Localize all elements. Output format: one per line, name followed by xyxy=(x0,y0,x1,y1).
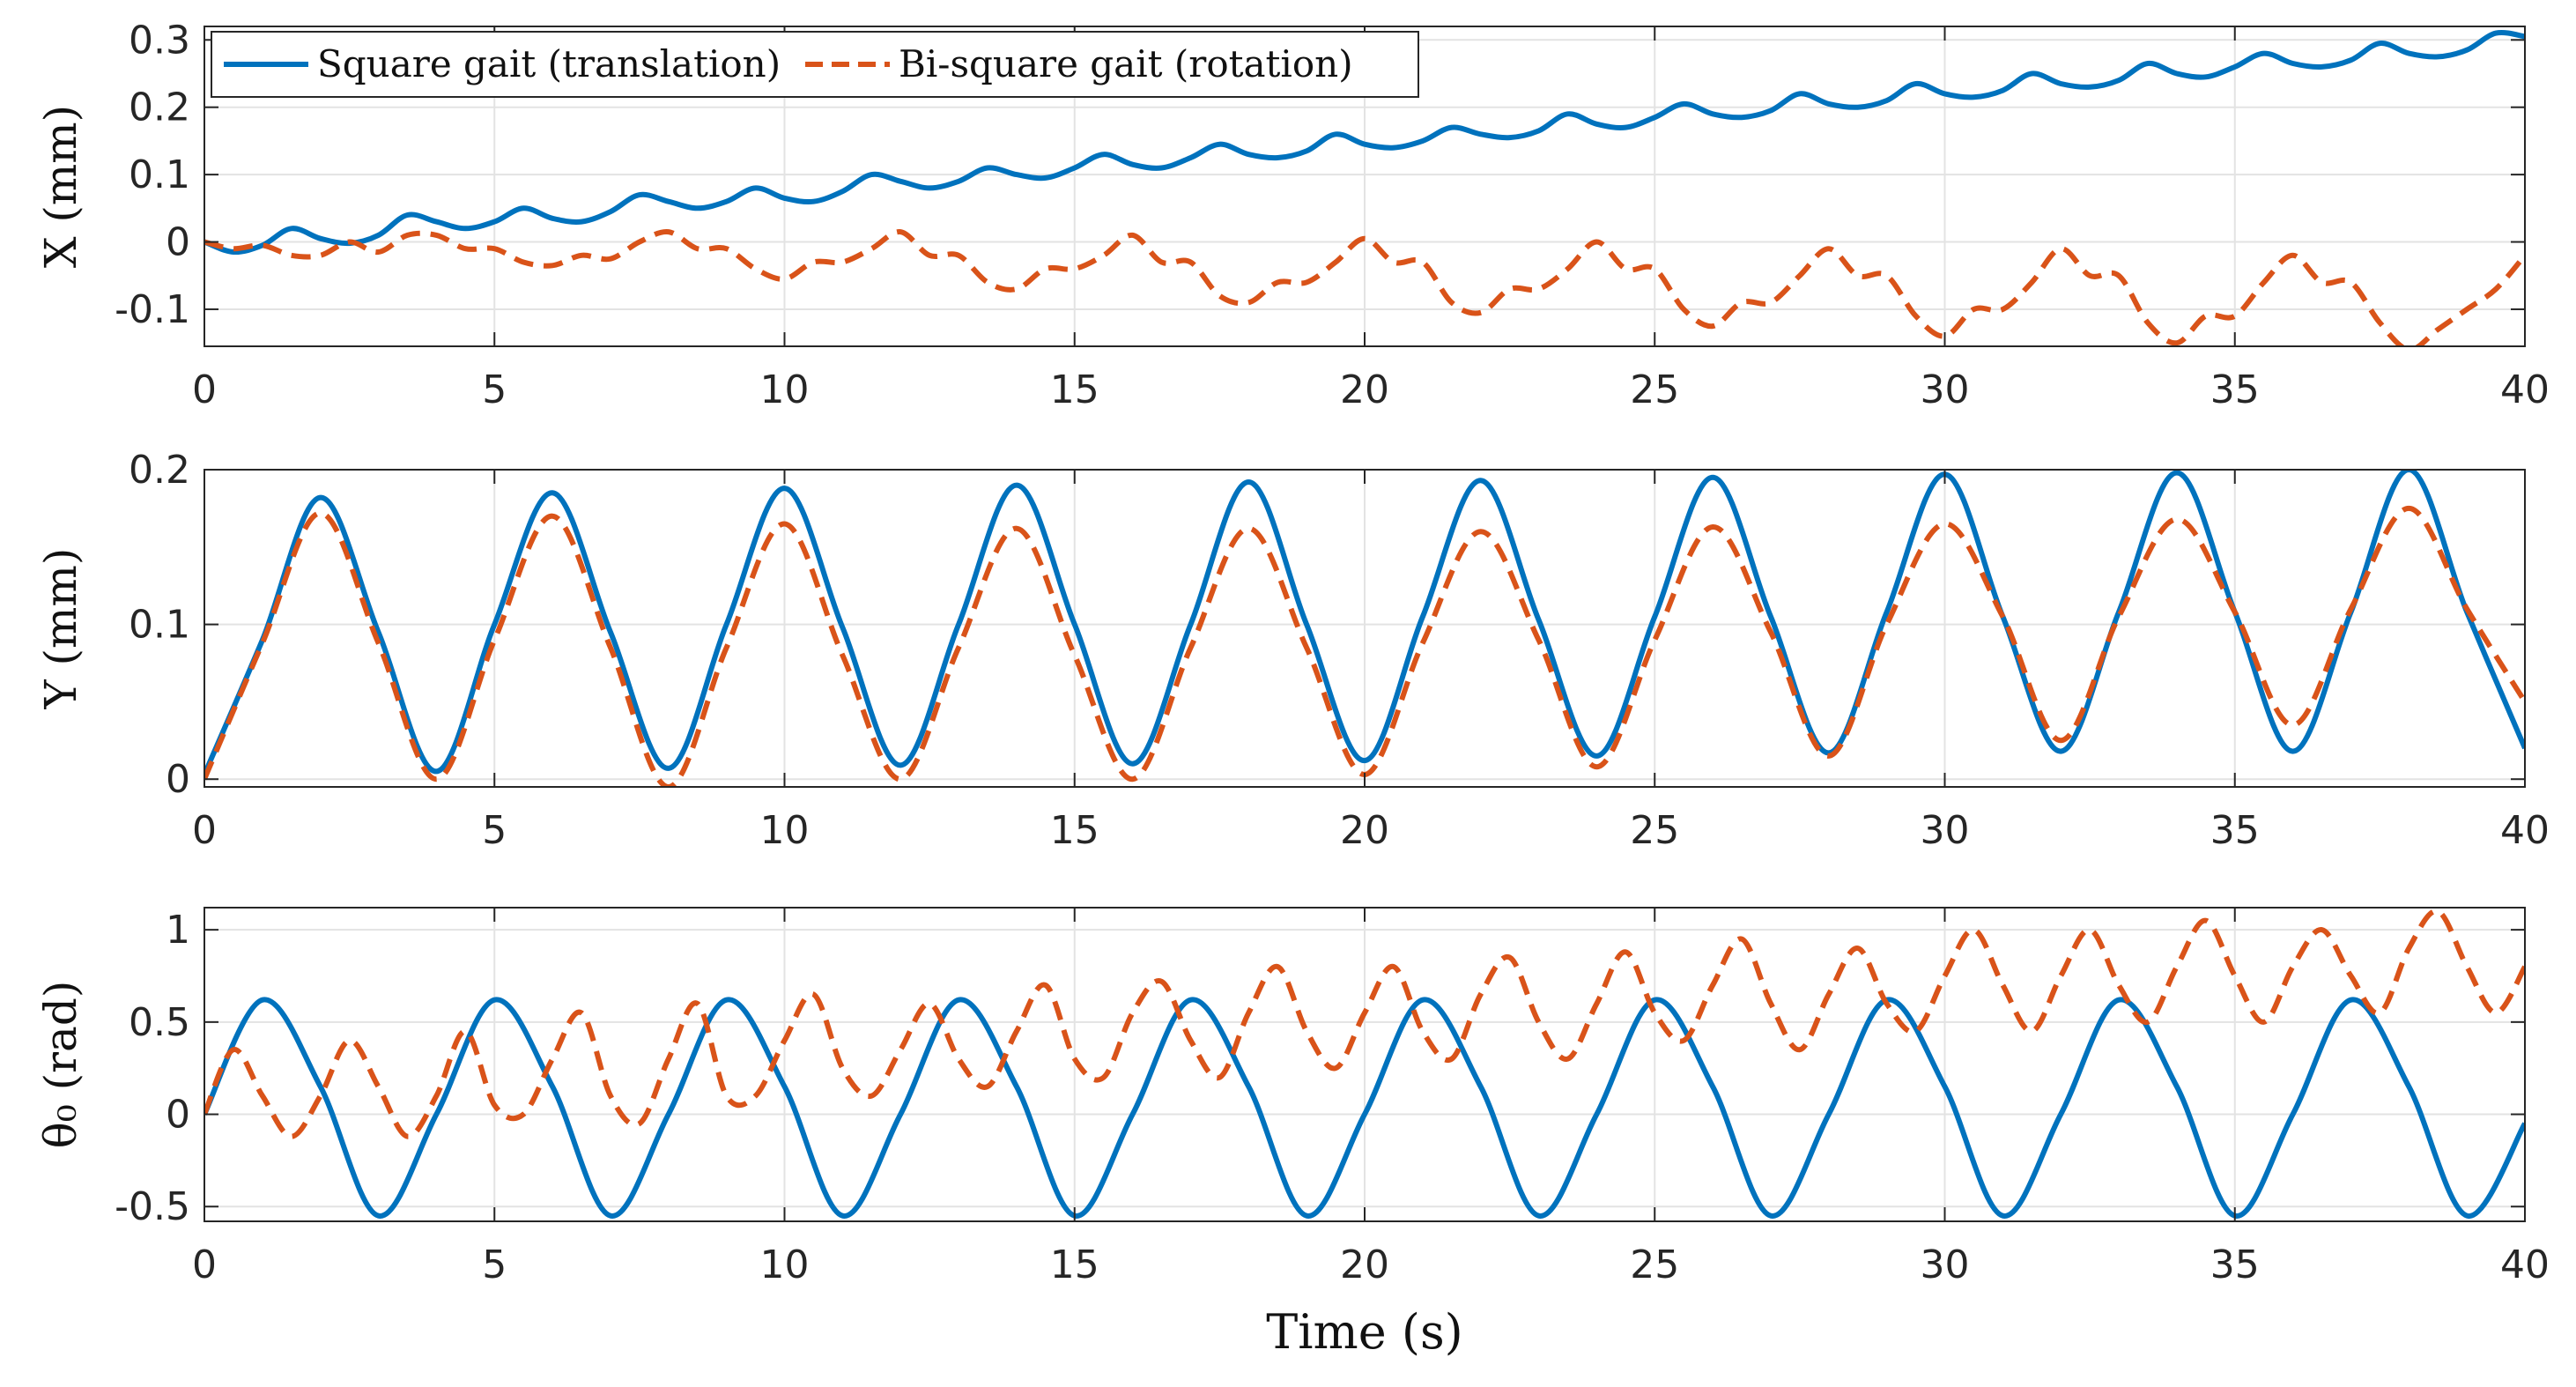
series-line-square-translation xyxy=(204,30,2525,256)
x-position-subplot: 0 5 10 15 20 25 30 35 400.30.20.10-0.1X (mm)Squa… xyxy=(35,18,2550,412)
x-tick-label: 5 xyxy=(482,808,507,853)
y-tick-label: 0 xyxy=(166,1093,190,1138)
x-tick-label: 5 xyxy=(482,367,507,412)
series-line-bi-square-rotation xyxy=(204,909,2525,1139)
x-tick-label: 0 xyxy=(192,808,217,853)
series-line-bi-square-rotation xyxy=(204,229,2525,346)
x-tick-label: 40 xyxy=(2500,808,2550,853)
x-tick-label: 20 xyxy=(1340,808,1389,853)
x-tick-label: 25 xyxy=(1630,1242,1679,1287)
series-line-square-translation xyxy=(204,470,2525,776)
series-line-bi-square-rotation xyxy=(204,505,2525,787)
y-tick-label: 0.1 xyxy=(129,152,190,197)
y-tick-label: 0.5 xyxy=(129,1000,190,1045)
y-axis-label: Y (mm) xyxy=(35,548,86,710)
x-tick-label: 15 xyxy=(1050,808,1099,853)
x-tick-label: 35 xyxy=(2210,1242,2260,1287)
x-tick-label: 25 xyxy=(1630,808,1679,853)
y-axis-label: θ₀ (rad) xyxy=(35,981,86,1149)
legend-entry: Square gait (translation) xyxy=(317,42,781,85)
x-tick-label: 25 xyxy=(1630,367,1679,412)
x-tick-label: 40 xyxy=(2500,367,2550,412)
x-tick-label: 15 xyxy=(1050,367,1099,412)
y-tick-label: 0.2 xyxy=(129,448,190,493)
x-tick-label: 10 xyxy=(760,1242,810,1287)
y-tick-label: 0.3 xyxy=(129,18,190,63)
y-tick-label: 0.2 xyxy=(129,85,190,130)
x-tick-label: 30 xyxy=(1921,808,1970,853)
x-tick-label: 40 xyxy=(2500,1242,2550,1287)
y-tick-label: 1 xyxy=(166,908,190,953)
x-tick-label: 20 xyxy=(1340,367,1389,412)
legend-entry: Bi-square gait (rotation) xyxy=(899,42,1353,85)
x-tick-label: 30 xyxy=(1921,1242,1970,1287)
y-tick-label: 0.1 xyxy=(129,603,190,648)
x-axis-label: Time (s) xyxy=(1266,1304,1462,1360)
x-tick-label: 30 xyxy=(1921,367,1970,412)
x-tick-label: 0 xyxy=(192,1242,217,1287)
x-tick-label: 10 xyxy=(760,367,810,412)
y-position-subplot: 0 5 10 15 20 25 30 35 40 0.2 0.1 0 Y (mm) xyxy=(35,448,2550,853)
y-tick-label: 0 xyxy=(166,220,190,265)
x-tick-label: 35 xyxy=(2210,367,2260,412)
x-tick-label: 5 xyxy=(482,1242,507,1287)
y-tick-label: -0.1 xyxy=(115,287,190,332)
x-tick-label: 15 xyxy=(1050,1242,1099,1287)
y-tick-label: -0.5 xyxy=(115,1184,190,1229)
y-axis-label: X (mm) xyxy=(35,105,86,268)
x-tick-label: 0 xyxy=(192,367,217,412)
x-tick-label: 20 xyxy=(1340,1242,1389,1287)
legend: Square gait (translation) Bi-square gait … xyxy=(211,31,1419,98)
x-tick-label: 10 xyxy=(760,808,810,853)
x-tick-label: 35 xyxy=(2210,808,2260,853)
y-tick-label: 0 xyxy=(166,757,190,802)
series-line-square-translation xyxy=(204,997,2525,1219)
